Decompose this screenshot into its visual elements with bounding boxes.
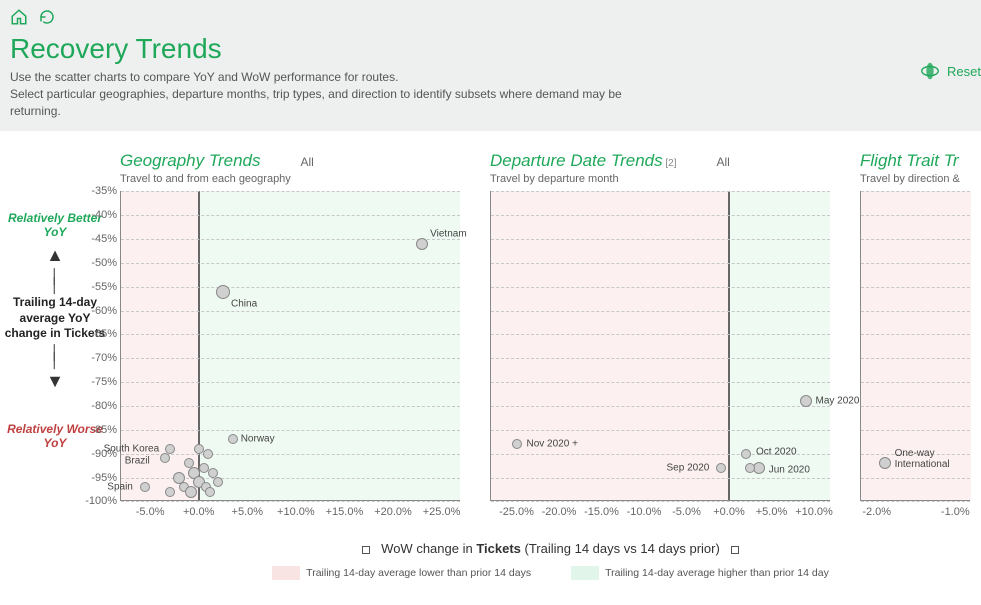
y-tick: -75% bbox=[75, 376, 117, 388]
data-point[interactable] bbox=[716, 463, 726, 473]
x-tick: -15.0% bbox=[584, 506, 619, 518]
main-content: Relatively Better YoY ▲ │ │ Trailing 14-… bbox=[0, 131, 981, 151]
data-point[interactable] bbox=[199, 463, 209, 473]
toolbar bbox=[10, 8, 971, 31]
data-point[interactable] bbox=[165, 487, 175, 497]
reset-label: Reset bbox=[947, 64, 981, 79]
x-tick: +5.0% bbox=[232, 506, 264, 518]
marker-icon bbox=[362, 546, 370, 554]
subtitle-line-2: Select particular geographies, departure… bbox=[10, 87, 622, 118]
x-tick: +0.0% bbox=[713, 506, 745, 518]
x-tick: -5.0% bbox=[672, 506, 701, 518]
data-point[interactable] bbox=[228, 434, 238, 444]
page-subtitle: Use the scatter charts to compare YoY an… bbox=[10, 69, 660, 119]
data-point-label: Jun 2020 bbox=[769, 465, 810, 476]
y-tick: -40% bbox=[75, 209, 117, 221]
x-tick: -25.0% bbox=[499, 506, 534, 518]
x-tick: -2.0% bbox=[862, 506, 891, 518]
data-point[interactable] bbox=[203, 449, 213, 459]
charts-row: Geography Trends All Travel to and from ea… bbox=[120, 151, 981, 501]
dashboard-header: Recovery Trends Use the scatter charts t… bbox=[0, 0, 981, 131]
data-point[interactable] bbox=[194, 444, 204, 454]
x-tick: +10.0% bbox=[795, 506, 833, 518]
data-point-label: South Korea bbox=[104, 443, 160, 454]
subtitle-line-1: Use the scatter charts to compare YoY an… bbox=[10, 70, 398, 84]
x-tick: -20.0% bbox=[542, 506, 577, 518]
plot-area[interactable]: -25.0%-20.0%-15.0%-10.0%-5.0%+0.0%+5.0%+… bbox=[490, 191, 830, 501]
reset-icon bbox=[919, 60, 941, 82]
x-tick: +0.0% bbox=[183, 506, 215, 518]
x-tick: +25.0% bbox=[423, 506, 461, 518]
chart-flight-trait: Flight Trait Tr Travel by direction & -2.0… bbox=[860, 151, 970, 501]
data-point[interactable] bbox=[416, 238, 428, 250]
data-point-label: Nov 2020 + bbox=[527, 439, 578, 450]
x-tick: +20.0% bbox=[374, 506, 412, 518]
data-point-label: One-way International bbox=[895, 448, 965, 470]
data-point[interactable] bbox=[185, 486, 197, 498]
y-tick: -45% bbox=[75, 233, 117, 245]
y-tick: -60% bbox=[75, 305, 117, 317]
legend-higher: Trailing 14-day average higher than prio… bbox=[571, 566, 829, 580]
x-tick: +5.0% bbox=[756, 506, 788, 518]
data-point[interactable] bbox=[879, 457, 891, 469]
home-icon[interactable] bbox=[10, 8, 28, 31]
refresh-icon[interactable] bbox=[38, 8, 56, 31]
data-point[interactable] bbox=[165, 444, 175, 454]
y-tick: -35% bbox=[75, 185, 117, 197]
y-tick: -50% bbox=[75, 257, 117, 269]
data-point-label: Brazil bbox=[125, 456, 150, 467]
data-point[interactable] bbox=[216, 285, 230, 299]
chart-title: Departure Date Trends [2] bbox=[490, 151, 677, 171]
legend-section: WoW change in Tickets (Trailing 14 days … bbox=[120, 541, 981, 580]
marker-icon bbox=[731, 546, 739, 554]
data-point-label: Oct 2020 bbox=[756, 446, 797, 457]
x-tick: +15.0% bbox=[326, 506, 364, 518]
data-point-label: Norway bbox=[241, 434, 275, 445]
reset-button[interactable]: Reset bbox=[919, 60, 981, 82]
data-point-label: May 2020 bbox=[816, 396, 860, 407]
chart-subtitle: Travel to and from each geography bbox=[120, 173, 460, 185]
page-title: Recovery Trends bbox=[10, 33, 971, 65]
x-tick: -5.0% bbox=[136, 506, 165, 518]
data-point[interactable] bbox=[213, 477, 223, 487]
chart-title: Geography Trends bbox=[120, 151, 260, 171]
data-point[interactable] bbox=[745, 463, 755, 473]
data-point[interactable] bbox=[208, 468, 218, 478]
data-point[interactable] bbox=[512, 439, 522, 449]
chart-departure: Departure Date Trends [2] All Travel by de… bbox=[490, 151, 830, 501]
y-tick: -70% bbox=[75, 352, 117, 364]
y-tick: -55% bbox=[75, 281, 117, 293]
legend: Trailing 14-day average lower than prior… bbox=[120, 566, 981, 580]
chart-subtitle: Travel by departure month bbox=[490, 173, 830, 185]
data-point[interactable] bbox=[741, 449, 751, 459]
data-point-label: Spain bbox=[107, 482, 133, 493]
legend-lower: Trailing 14-day average lower than prior… bbox=[272, 566, 531, 580]
x-tick: -10.0% bbox=[627, 506, 662, 518]
x-tick: +10.0% bbox=[277, 506, 315, 518]
x-axis-caption: WoW change in Tickets (Trailing 14 days … bbox=[120, 541, 981, 556]
chart-title: Flight Trait Tr bbox=[860, 151, 959, 171]
y-tick: -65% bbox=[75, 328, 117, 340]
data-point-label: Vietnam bbox=[430, 228, 467, 239]
plot-area[interactable]: -2.0%-1.0%One-way International bbox=[860, 191, 970, 501]
chart-filter[interactable]: All bbox=[717, 155, 730, 169]
x-tick: -1.0% bbox=[941, 506, 970, 518]
y-tick: -100% bbox=[75, 495, 117, 507]
data-point[interactable] bbox=[205, 487, 215, 497]
data-point[interactable] bbox=[160, 453, 170, 463]
data-point-label: Sep 2020 bbox=[667, 463, 710, 474]
data-point[interactable] bbox=[140, 482, 150, 492]
chart-geography: Geography Trends All Travel to and from ea… bbox=[120, 151, 460, 501]
y-tick: -85% bbox=[75, 424, 117, 436]
chart-filter[interactable]: All bbox=[300, 155, 313, 169]
y-tick: -80% bbox=[75, 400, 117, 412]
chart-subtitle: Travel by direction & bbox=[860, 173, 970, 185]
plot-area[interactable]: -35%-40%-45%-50%-55%-60%-65%-70%-75%-80%… bbox=[120, 191, 460, 501]
data-point[interactable] bbox=[800, 395, 812, 407]
data-point-label: China bbox=[231, 298, 257, 309]
